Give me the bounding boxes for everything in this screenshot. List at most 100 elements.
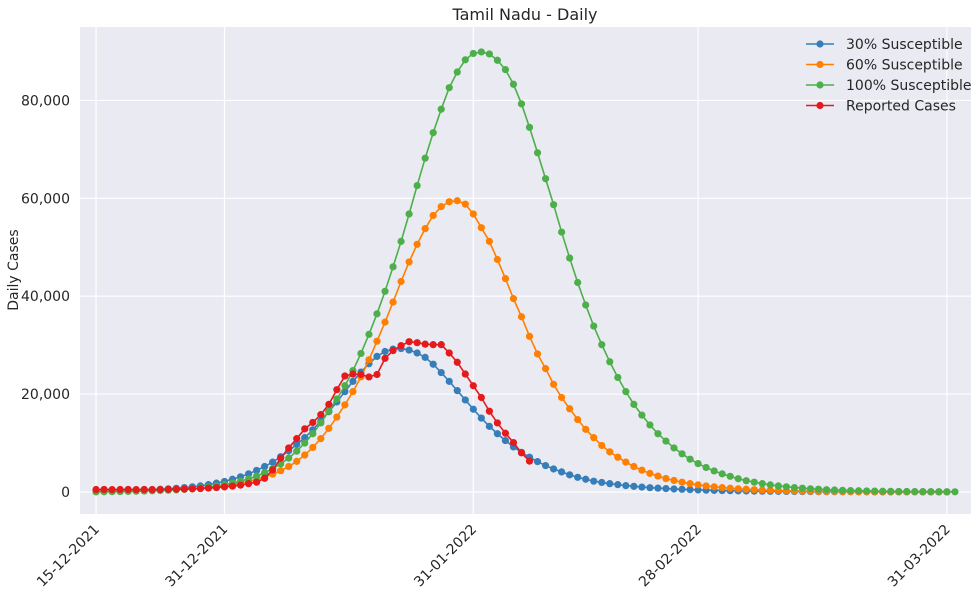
data-point [517,100,526,108]
data-point [293,440,301,449]
series-group [92,48,959,496]
data-point [333,413,341,421]
legend-item: 30% Susceptible [806,37,963,53]
legend-label: 30% Susceptible [846,37,963,53]
data-point [558,468,566,476]
data-point [365,330,373,338]
data-point [445,349,453,357]
x-tick-label: 31-12-2021 [162,522,231,591]
x-tick-label: 31-01-2022 [411,522,480,591]
data-point [863,487,871,495]
data-point [549,465,558,473]
y-axis-label: Daily Cases [6,229,22,310]
data-point [389,298,397,306]
data-point [493,430,502,438]
data-point [686,486,694,494]
data-point [614,481,622,489]
data-point [574,278,582,287]
data-point [517,449,526,457]
data-point [236,481,245,489]
data-point [349,370,357,378]
data-point [533,458,542,466]
data-point [228,482,237,490]
data-point [678,450,686,458]
data-point [590,322,598,330]
data-point [349,388,357,396]
data-point [413,181,421,190]
data-point [301,425,309,433]
legend-label: 100% Susceptible [846,78,972,94]
data-point [903,487,911,496]
data-point [758,480,766,488]
data-point [172,485,180,493]
data-point [357,349,365,358]
data-point [622,482,630,490]
series-reported-cases [92,338,534,494]
data-point [277,454,285,462]
data-point [309,430,317,438]
legend-item: Reported Cases [806,99,956,115]
data-point [293,457,301,465]
data-point [437,203,445,211]
data-point [766,481,774,489]
x-tick-label: 15-12-2021 [34,522,103,591]
data-point [429,211,437,220]
data-point [758,486,766,494]
data-point [598,341,606,349]
data-point [670,444,678,452]
y-tick-label: 60,000 [21,191,70,207]
data-point [606,480,614,488]
data-point [252,466,261,475]
data-point [782,483,790,491]
data-point [726,472,734,480]
data-point [485,422,493,430]
data-point [646,469,654,477]
data-point [132,485,140,494]
data-point [317,411,325,419]
data-point [582,425,590,433]
data-point [822,486,831,494]
data-point [590,434,598,442]
data-point [301,439,309,447]
data-point [389,346,397,355]
data-point [501,429,510,437]
data-point [333,395,341,403]
data-point [261,462,269,471]
data-point [509,295,518,303]
data-point [493,255,502,264]
y-tick-label: 40,000 [21,289,70,305]
data-point [405,258,413,266]
data-point [574,473,582,481]
data-point [325,400,333,408]
data-point [790,483,799,492]
data-point [453,68,461,76]
data-point [726,484,734,492]
data-point [317,419,325,427]
data-point [485,407,493,415]
data-point [622,458,630,466]
data-point [670,485,678,493]
data-point [381,347,389,356]
data-point [533,149,542,157]
data-point [654,472,662,480]
data-point [301,451,309,459]
data-point [582,301,590,309]
data-point [654,484,662,492]
legend-marker [816,81,824,89]
legend-item: 100% Susceptible [806,78,972,94]
data-point [935,488,943,496]
data-point [638,483,646,491]
data-point [678,478,686,486]
data-point [413,339,421,347]
data-point [493,419,502,427]
data-point [397,342,405,350]
data-point [365,373,373,381]
data-point [164,485,172,493]
x-tick-label: 31-03-2022 [885,522,954,591]
data-point [630,462,638,471]
data-point [429,129,437,137]
data-point [437,105,445,113]
data-point [951,488,959,496]
data-point [927,488,935,496]
data-point [911,487,919,496]
